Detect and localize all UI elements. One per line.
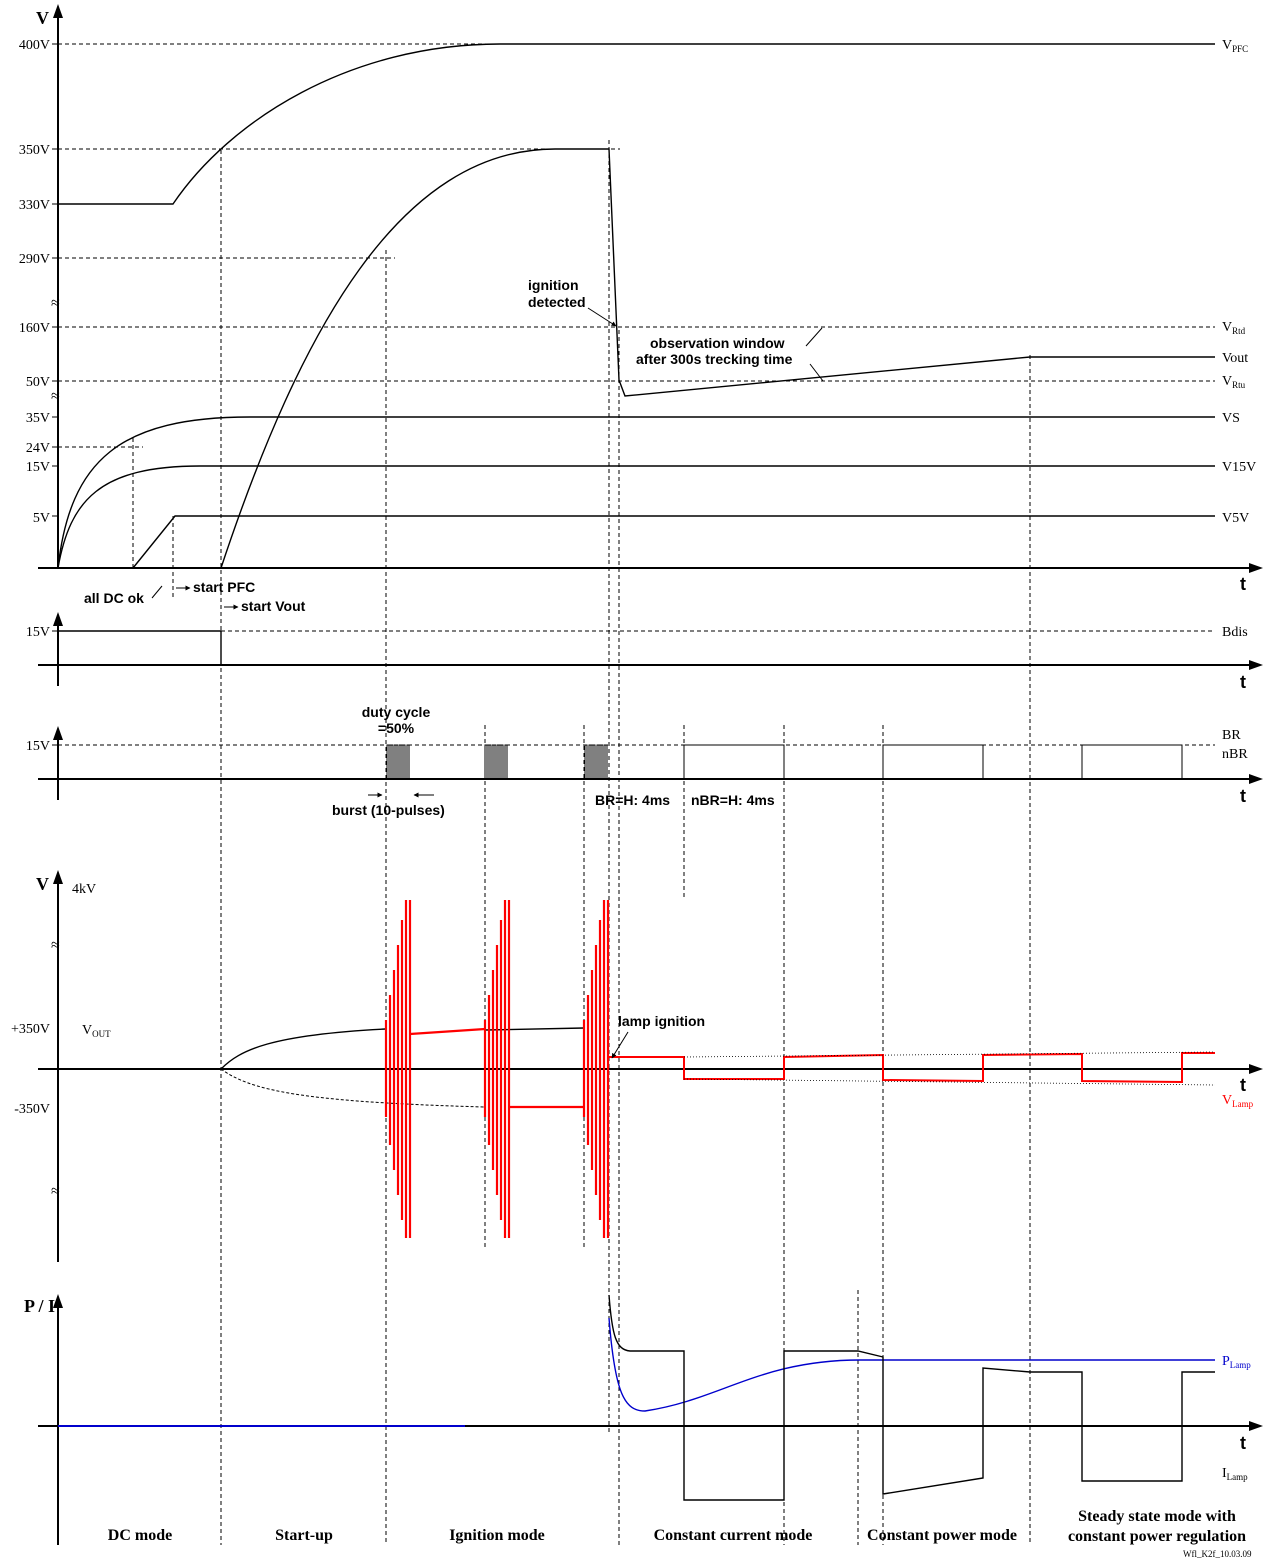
mode-constant-current: Constant current mode xyxy=(654,1527,813,1544)
mode-steady-state: Steady state mode with constant power reg… xyxy=(1068,1508,1246,1545)
panel4-ytick-pos350: +350V xyxy=(11,1022,50,1037)
vpfc-trace xyxy=(58,43,1215,205)
vs-trace xyxy=(57,416,1215,569)
mode-startup: Start-up xyxy=(275,1527,333,1544)
mode-ignition: Ignition mode xyxy=(449,1527,545,1544)
vout-trace xyxy=(220,148,1215,569)
label-vlamp: VLamp xyxy=(1222,1093,1254,1109)
all-dc-ok-label: all DC ok xyxy=(84,590,144,606)
panel-br: t 15V BR nBR duty cycle =50% burst (10-pu… xyxy=(26,704,1263,818)
axis-break-icon: ≈ xyxy=(51,1183,60,1200)
ilamp-trace xyxy=(608,1294,1215,1501)
label-vout-lamp: VOUT xyxy=(82,1023,111,1039)
label-vrtu: VRtu xyxy=(1222,374,1246,390)
ignition-pulse-bursts xyxy=(384,900,610,1238)
label-vout: Vout xyxy=(1222,351,1248,366)
panel5-t-axis-label: t xyxy=(1240,1433,1246,1453)
ytick-160v: 160V xyxy=(19,321,50,336)
axis-break-icon: ≈ xyxy=(51,388,60,405)
nbr-high-label: nBR=H: 4ms xyxy=(691,792,775,808)
observation-window-label: observation window after 300s trecking ti… xyxy=(636,335,793,367)
panel4-ytick-neg350: -350V xyxy=(14,1102,50,1117)
br-high-label: BR=H: 4ms xyxy=(595,792,670,808)
mode-dividers xyxy=(132,140,1031,1545)
bdis-trace xyxy=(58,630,222,665)
panel2-ytick-15v: 15V xyxy=(26,625,50,640)
panel-bdis: t 15V Bdis xyxy=(26,612,1263,692)
axis-break-icon: ≈ xyxy=(51,295,60,312)
label-plamp: PLamp xyxy=(1222,1354,1251,1370)
label-v15v: V15V xyxy=(1222,460,1256,475)
vlamp-trace xyxy=(609,1052,1215,1084)
panel2-t-axis-label: t xyxy=(1240,672,1246,692)
ytick-330v: 330V xyxy=(19,198,50,213)
label-vs: VS xyxy=(1222,411,1240,426)
panel1-t-axis-label: t xyxy=(1240,574,1246,594)
ytick-24v: 24V xyxy=(26,441,50,456)
ytick-35v: 35V xyxy=(26,411,50,426)
ytick-5v: 5V xyxy=(33,511,50,526)
plamp-trace xyxy=(608,1317,1215,1412)
panel4-t-axis-label: t xyxy=(1240,1075,1246,1095)
mode-labels: DC mode Start-up Ignition mode Constant … xyxy=(108,1508,1246,1545)
ytick-400v: 400V xyxy=(19,38,50,53)
label-nbr: nBR xyxy=(1222,747,1248,762)
ignition-detected-label: ignition detected xyxy=(528,277,586,310)
label-vpfc: VPFC xyxy=(1222,38,1248,54)
label-v5v: V5V xyxy=(1222,511,1249,526)
ytick-50v: 50V xyxy=(26,375,50,390)
label-ilamp: ILamp xyxy=(1222,1466,1248,1482)
ytick-350v: 350V xyxy=(19,143,50,158)
label-br: BR xyxy=(1222,728,1241,743)
panel3-ytick-15v: 15V xyxy=(26,739,50,754)
mode-constant-power: Constant power mode xyxy=(867,1527,1017,1544)
panel-power-current: P / I t PLamp ILamp xyxy=(24,1294,1263,1545)
ytick-290v: 290V xyxy=(19,252,50,267)
panel-lamp-voltage: V 4kV +350V -350V ≈ ≈ VOUT lamp ignition… xyxy=(11,870,1263,1262)
start-vout-label: start Vout xyxy=(241,598,306,614)
panel5-pi-axis-label: P / I xyxy=(24,1296,55,1316)
burst-label: burst (10-pulses) xyxy=(332,802,445,818)
start-pfc-label: start PFC xyxy=(193,579,255,595)
panel1-v-axis-label: V xyxy=(36,8,49,28)
panel3-t-axis-label: t xyxy=(1240,786,1246,806)
ytick-15v: 15V xyxy=(26,460,50,475)
lamp-ignition-label: lamp ignition xyxy=(618,1013,705,1029)
duty-cycle-label: duty cycle =50% xyxy=(362,704,431,736)
panel-supply-voltages: V t ≈ ≈ 400V 350V 330V 290V 160V 50V 35V… xyxy=(19,4,1263,614)
axis-break-icon: ≈ xyxy=(51,937,60,954)
v5v-trace xyxy=(132,515,1215,569)
mode-dc: DC mode xyxy=(108,1527,172,1544)
label-bdis: Bdis xyxy=(1222,625,1248,640)
br-pulses xyxy=(386,744,1183,779)
panel4-ytick-4kv: 4kV xyxy=(72,882,96,897)
footer-id: Wfl_K2f_10.03.09 xyxy=(1183,1549,1252,1559)
label-vrtd: VRtd xyxy=(1222,320,1246,336)
panel4-v-axis-label: V xyxy=(36,874,49,894)
v15v-trace xyxy=(57,465,1215,569)
